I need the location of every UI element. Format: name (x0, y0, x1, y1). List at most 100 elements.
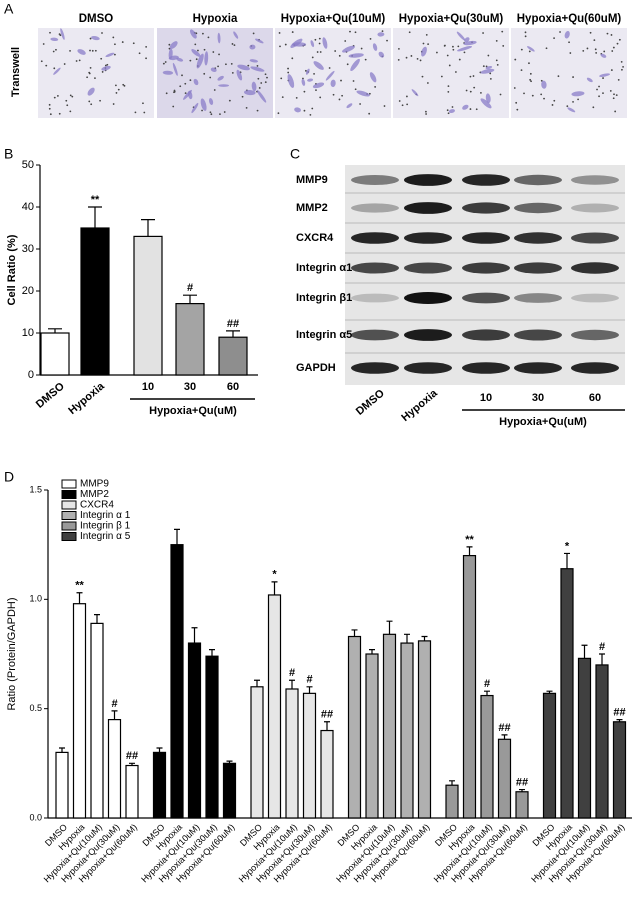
cell-dot (354, 88, 357, 91)
cell (464, 37, 470, 43)
cell-dot (352, 80, 355, 82)
bar (302, 692, 317, 819)
cell (196, 53, 204, 69)
bar (152, 751, 167, 819)
cell (307, 78, 314, 82)
blot-band (514, 262, 562, 274)
cell-dot (49, 31, 51, 34)
cell-dot (114, 53, 116, 56)
cell-dot (184, 82, 187, 85)
panel-label: C (290, 146, 300, 162)
cell-dot (40, 60, 43, 63)
legend-label: Integrin α 5 (80, 531, 131, 542)
cell-dot (572, 76, 574, 78)
cell-dot (315, 89, 317, 92)
cell-dot (66, 104, 69, 107)
lane-label: DMSO (354, 387, 387, 418)
cell-dot (291, 31, 294, 33)
annotation: # (111, 698, 117, 710)
cell-dot (132, 42, 135, 45)
error-bar (191, 627, 198, 644)
cell-dot (279, 45, 281, 48)
legend-label: CXCR4 (80, 500, 114, 511)
bar (125, 764, 139, 819)
error-bar (466, 546, 473, 556)
cell-dot (615, 94, 618, 97)
cell-dot (184, 92, 187, 95)
cell-dot (341, 94, 344, 97)
cell-dot (368, 112, 371, 115)
error-bar (88, 206, 102, 228)
cell-dot (569, 52, 572, 54)
cell-dot (86, 76, 89, 79)
cell-dot (143, 111, 146, 114)
error-bar (59, 747, 65, 753)
blot-band (351, 329, 399, 341)
cell-dot (89, 37, 92, 40)
cell-dot (94, 77, 96, 80)
cell-dot (611, 50, 614, 52)
cell-dot (303, 90, 306, 93)
cell-dot (69, 110, 72, 113)
error-bar (226, 330, 240, 338)
cell-dot (398, 47, 400, 50)
cell-dot (340, 79, 342, 82)
cell-dot (291, 57, 294, 60)
cell-dot (328, 67, 331, 69)
cell-dot (610, 69, 613, 71)
cell (249, 59, 259, 63)
cell (330, 79, 336, 88)
cell-dot (145, 45, 148, 48)
cell-dot (165, 92, 168, 95)
cell-dot (398, 100, 401, 102)
blot-band (514, 293, 562, 303)
cell-dot (56, 95, 59, 97)
cell-dot (65, 99, 68, 102)
cell-dot (319, 51, 322, 53)
cell-dot (419, 59, 422, 62)
cell (372, 43, 378, 51)
bar (55, 751, 69, 819)
cell (378, 51, 385, 58)
blot-band (462, 329, 510, 341)
cell (350, 58, 360, 71)
cell-dot (529, 78, 532, 81)
legend-swatch (61, 479, 77, 489)
blot-band (462, 202, 510, 214)
micrograph (38, 28, 154, 118)
cell (204, 51, 209, 66)
cell-dot (75, 60, 78, 62)
protein-label: GAPDH (296, 362, 336, 374)
cell (217, 75, 224, 81)
cell-dot (217, 65, 219, 68)
cell-dot (219, 113, 221, 116)
cell (208, 98, 214, 105)
blot-band (462, 232, 510, 244)
cell (254, 38, 264, 44)
cell (87, 87, 95, 96)
error-bar (209, 649, 215, 657)
cell-dot (598, 85, 600, 88)
cell-dot (121, 41, 124, 43)
error-bar (599, 653, 605, 665)
error-bar (324, 721, 330, 731)
cell-dot (104, 64, 107, 67)
bar (222, 762, 237, 819)
cell-dot (458, 58, 461, 61)
y-axis-title: Cell Ratio (%) (6, 234, 18, 305)
cell-dot (566, 105, 569, 108)
cell-dot (480, 91, 482, 94)
cell-dot (354, 31, 357, 34)
bar (365, 653, 379, 819)
cell (60, 28, 65, 40)
annotation: # (306, 674, 312, 686)
cell-dot (260, 82, 263, 84)
legend-label: MMP9 (80, 479, 109, 490)
cell-dot (287, 71, 290, 74)
cell (236, 69, 243, 81)
blot-band (351, 293, 399, 303)
cell (294, 107, 301, 113)
cell-dot (489, 77, 492, 80)
cell-dot (245, 106, 248, 109)
